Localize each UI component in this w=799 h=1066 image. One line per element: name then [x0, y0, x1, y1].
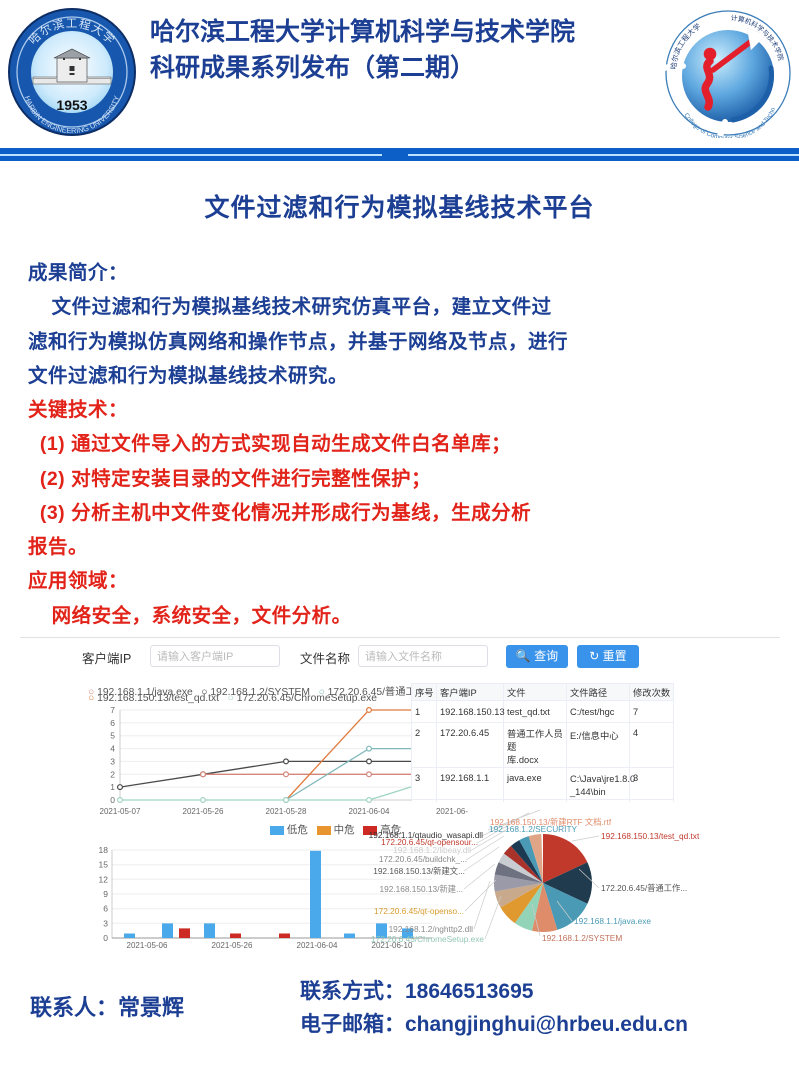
svg-text:2021-05-26: 2021-05-26 — [183, 807, 224, 816]
svg-text:6: 6 — [103, 904, 108, 914]
svg-text:9: 9 — [103, 889, 108, 899]
svg-text:192.168.1.2/SECURITY: 192.168.1.2/SECURITY — [489, 824, 578, 834]
svg-text:18: 18 — [99, 845, 109, 855]
svg-text:6: 6 — [110, 718, 115, 728]
svg-text:5: 5 — [110, 731, 115, 741]
svg-text:2021-05-06: 2021-05-06 — [127, 941, 168, 950]
svg-text:2: 2 — [110, 769, 115, 779]
svg-text:2021-05-07: 2021-05-07 — [100, 807, 141, 816]
svg-text:1953: 1953 — [56, 97, 87, 113]
svg-text:192.168.1.2/SYSTEM: 192.168.1.2/SYSTEM — [542, 933, 622, 943]
svg-text:2021-06-04: 2021-06-04 — [297, 941, 338, 950]
svg-text:1: 1 — [110, 782, 115, 792]
svg-text:12: 12 — [99, 874, 109, 884]
svg-text:2021-05-26: 2021-05-26 — [212, 941, 253, 950]
svg-text:3: 3 — [110, 756, 115, 766]
svg-text:4: 4 — [110, 744, 115, 754]
svg-text:2021-06-04: 2021-06-04 — [349, 807, 390, 816]
svg-text:2021-05-28: 2021-05-28 — [266, 807, 307, 816]
svg-text:7: 7 — [110, 705, 115, 715]
svg-text:192.168.150.13/test_qd.txt: 192.168.150.13/test_qd.txt — [601, 831, 700, 841]
svg-text:3: 3 — [103, 918, 108, 928]
svg-text:0: 0 — [110, 795, 115, 805]
svg-text:192.168.150.13/新建RTF 文档.rtf: 192.168.150.13/新建RTF 文档.rtf — [490, 817, 612, 827]
svg-text:192.168.1.1/java.exe: 192.168.1.1/java.exe — [574, 916, 651, 926]
svg-text:15: 15 — [99, 860, 109, 870]
svg-text:2021-06-10: 2021-06-10 — [372, 941, 413, 950]
svg-text:2021-06-: 2021-06- — [436, 807, 468, 816]
svg-text:0: 0 — [103, 933, 108, 943]
svg-text:172.20.6.45/普通工作...: 172.20.6.45/普通工作... — [601, 883, 687, 893]
